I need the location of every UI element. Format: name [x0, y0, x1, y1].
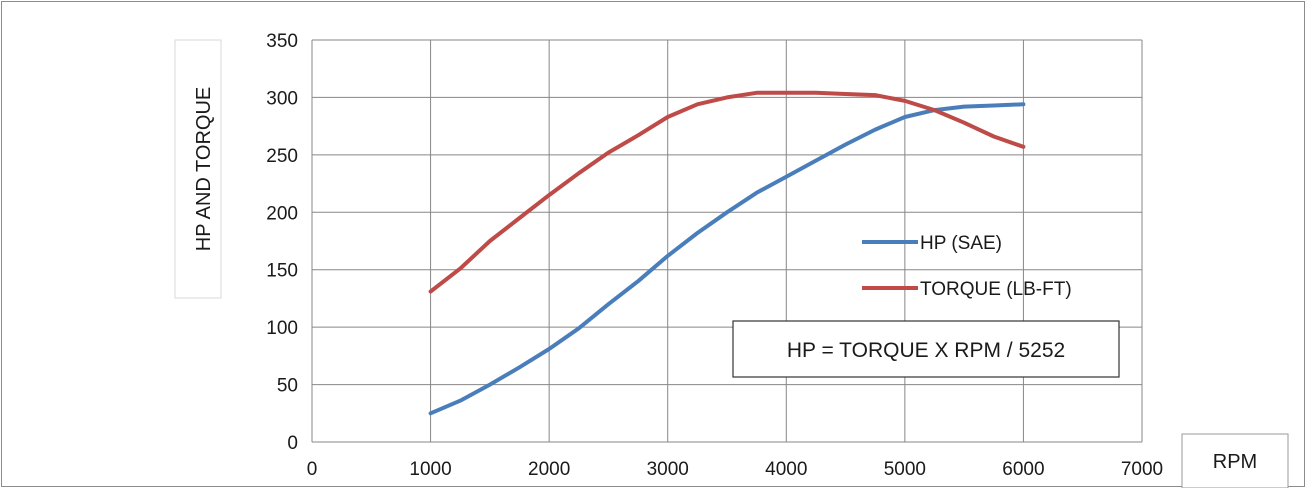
- legend-label-torque: TORQUE (LB-FT): [920, 279, 1072, 300]
- x-tick-label: 6000: [1002, 459, 1044, 480]
- y-tick-label: 200: [266, 203, 298, 224]
- y-axis-title-box: [174, 39, 222, 299]
- x-axis-title-box: [1181, 433, 1289, 488]
- x-tick-label: 5000: [884, 459, 926, 480]
- y-tick-label: 150: [266, 261, 298, 282]
- y-tick-label: 350: [266, 31, 298, 52]
- x-tick-label: 4000: [765, 459, 807, 480]
- x-axis-title: RPM: [1213, 451, 1257, 473]
- x-tick-labels: 0 1000 2000 3000 4000 5000 6000 7000: [307, 459, 1163, 480]
- x-tick-label: 7000: [1121, 459, 1163, 480]
- y-tick-label: 0: [287, 433, 298, 454]
- x-tick-label: 0: [307, 459, 318, 480]
- legend: HP (SAE) TORQUE (LB-FT): [862, 233, 1072, 300]
- series-lines: [428, 90, 1026, 416]
- formula-annotation: HP = TORQUE X RPM / 5252: [787, 339, 1065, 362]
- y-tick-label: 50: [277, 376, 298, 397]
- x-tick-label: 3000: [647, 459, 689, 480]
- gridlines: [311, 39, 1143, 443]
- y-tick-label: 300: [266, 88, 298, 109]
- y-axis-title: HP AND TORQUE: [193, 87, 215, 252]
- y-tick-label: 100: [266, 318, 298, 339]
- formula-box: [732, 320, 1120, 378]
- series-line-torque: [428, 90, 1026, 294]
- series-line-hp: [428, 102, 1026, 416]
- y-tick-labels: 0 50 100 150 200 250 300 350: [266, 31, 298, 454]
- y-tick-label: 250: [266, 146, 298, 167]
- legend-label-hp: HP (SAE): [920, 233, 1002, 254]
- x-tick-label: 1000: [409, 459, 451, 480]
- x-tick-label: 2000: [528, 459, 570, 480]
